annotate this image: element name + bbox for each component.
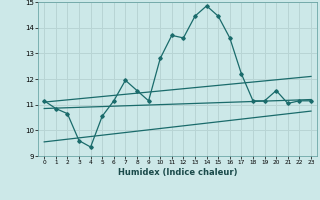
X-axis label: Humidex (Indice chaleur): Humidex (Indice chaleur) xyxy=(118,168,237,177)
